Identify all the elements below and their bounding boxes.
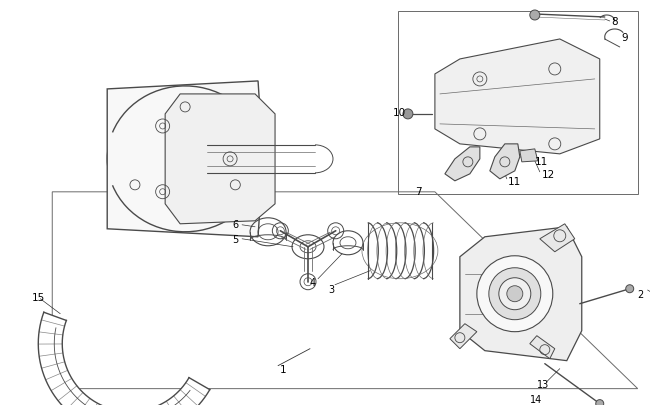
Polygon shape [435, 40, 600, 154]
Text: 7: 7 [415, 186, 422, 196]
Polygon shape [460, 227, 582, 361]
Polygon shape [530, 336, 555, 359]
Polygon shape [38, 313, 210, 405]
Text: 4: 4 [310, 277, 316, 287]
Circle shape [507, 286, 523, 302]
Circle shape [403, 110, 413, 119]
Circle shape [477, 256, 552, 332]
Polygon shape [107, 82, 263, 237]
Polygon shape [165, 95, 275, 224]
Circle shape [530, 11, 540, 21]
Polygon shape [450, 324, 477, 349]
Text: 6: 6 [232, 219, 238, 229]
Circle shape [499, 278, 531, 310]
Text: 9: 9 [621, 33, 629, 43]
Polygon shape [445, 147, 480, 181]
Text: 10: 10 [393, 108, 406, 117]
Text: 8: 8 [612, 17, 618, 27]
Text: 14: 14 [530, 394, 542, 404]
Circle shape [596, 400, 604, 405]
Text: 15: 15 [32, 292, 46, 302]
Circle shape [626, 285, 634, 293]
Text: 11: 11 [535, 156, 548, 166]
Polygon shape [490, 145, 520, 179]
Text: 11: 11 [508, 177, 521, 186]
Polygon shape [540, 224, 575, 252]
Text: 5: 5 [232, 234, 239, 244]
Text: 2: 2 [638, 289, 644, 299]
Circle shape [489, 268, 541, 320]
Text: 3: 3 [328, 284, 334, 294]
Text: 1: 1 [280, 364, 287, 374]
Text: 13: 13 [537, 379, 549, 389]
Polygon shape [520, 149, 538, 162]
Text: 12: 12 [542, 169, 555, 179]
